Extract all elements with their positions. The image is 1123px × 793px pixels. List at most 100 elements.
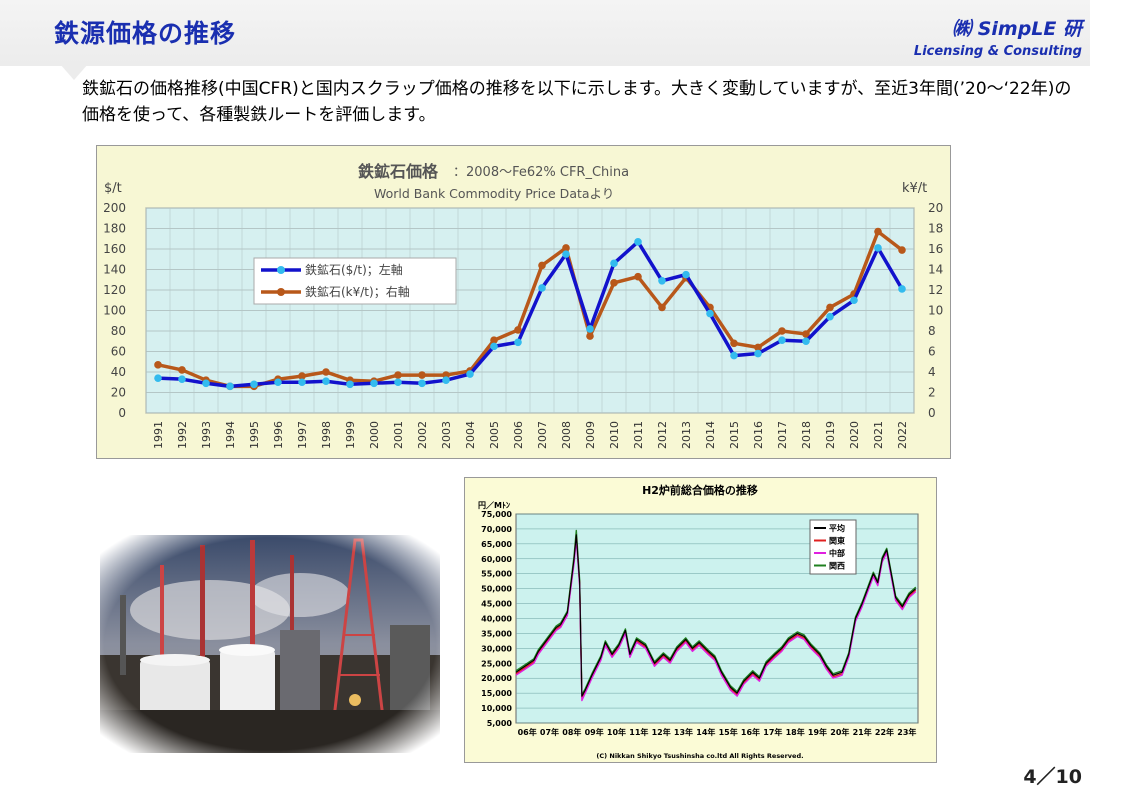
chart1-left-tick: 160: [103, 242, 126, 256]
chart1-x-tick: 2022: [896, 421, 909, 449]
header-band: [0, 0, 1090, 66]
chart1-x-tick: 1999: [344, 421, 357, 449]
point-kyen: [634, 272, 642, 281]
point-usd: [250, 380, 258, 389]
point-kyen: [874, 227, 882, 236]
chart1-right-tick: 4: [928, 365, 936, 379]
point-usd: [202, 379, 210, 388]
point-kyen: [538, 261, 546, 270]
point-usd: [658, 276, 666, 285]
point-kyen: [322, 368, 330, 376]
chart1-left-tick: 180: [103, 222, 126, 236]
point-kyen: [778, 327, 786, 335]
point-usd: [898, 285, 906, 293]
point-kyen: [730, 339, 738, 348]
point-usd: [490, 342, 498, 351]
chart1-x-tick: 2020: [848, 421, 861, 449]
chart1-right-axis-label: k¥/t: [902, 181, 927, 196]
chart1-left-tick: 100: [103, 304, 126, 318]
chart2-y-tick: 60,000: [481, 555, 512, 564]
chart1-legend-box: [253, 257, 457, 305]
point-kyen: [514, 326, 522, 334]
steel-plant-photo: [100, 535, 440, 753]
chart1-x-tick: 1991: [152, 421, 165, 449]
scrap-price-chart: H2炉前総合価格の推移 円／Mﾄﾝ 75,000 70,000 65,000 60,0…: [464, 477, 937, 763]
chart2-y-ticks: 75,000 70,000 65,000 60,000 55,000 50,000 45,0…: [481, 510, 512, 728]
point-kyen: [898, 246, 906, 254]
chart2-x-tick: 23年: [897, 727, 916, 737]
chart2-legend-label: 平均: [829, 523, 845, 533]
point-usd: [706, 309, 714, 318]
chart1-x-tick: 2001: [392, 421, 405, 449]
legend-marker-kyen: [277, 288, 285, 296]
legend-label-usd: 鉄鉱石($/t)；左軸: [305, 262, 403, 277]
point-usd: [730, 351, 738, 360]
chart1-left-tick: 60: [111, 345, 126, 359]
chart1-x-tick: 2013: [680, 421, 693, 449]
point-usd: [562, 250, 570, 258]
chart1-x-tick: 1994: [224, 421, 237, 449]
chart2-y-tick: 35,000: [481, 629, 512, 638]
chart1-x-tick: 1993: [200, 421, 213, 449]
point-usd: [634, 238, 642, 246]
point-usd: [418, 379, 426, 388]
chart2-y-tick: 75,000: [481, 510, 512, 519]
point-usd: [298, 378, 306, 387]
brand-subtitle: Licensing & Consulting: [913, 44, 1082, 59]
chart2-x-tick: 09年: [585, 727, 604, 737]
chart1-right-tick: 14: [928, 263, 943, 277]
chart2-x-tick: 06年: [518, 727, 537, 737]
point-usd: [370, 379, 378, 388]
chart2-footer: (C) Nikkan Shikyo Tsushinsha co.ltd All …: [596, 752, 803, 760]
chart2-y-tick: 20,000: [481, 674, 512, 683]
chart1-left-tick: 0: [118, 406, 126, 420]
chart1-right-tick: 2: [928, 386, 936, 400]
point-usd: [754, 349, 762, 358]
chart2-x-tick: 16年: [741, 727, 760, 737]
chart2-y-tick: 30,000: [481, 644, 512, 653]
chart1-left-axis-label: $/t: [104, 181, 122, 196]
chart1-left-tick: 120: [103, 283, 126, 297]
chart1-x-tick: 2003: [440, 421, 453, 449]
chart1-right-tick: 16: [928, 242, 943, 256]
point-kyen: [490, 336, 498, 345]
chart1-x-tick: 1995: [248, 421, 261, 449]
chart1-right-tick: 18: [928, 222, 943, 236]
legend-label-kyen: 鉄鉱石(k¥/t)；右軸: [305, 284, 410, 299]
chart2-x-tick: 11年: [629, 727, 648, 737]
chart2-x-tick: 07年: [540, 727, 559, 737]
point-kyen: [298, 372, 306, 380]
page-title: 鉄源価格の推移: [54, 19, 237, 48]
chart1-title-main: 鉄鉱石価格: [358, 162, 439, 181]
chart2-y-tick: 70,000: [481, 525, 512, 534]
chart1-right-tick: 6: [928, 345, 936, 359]
brand: ㈱ SimpLE 研 Licensing & Consulting: [914, 14, 1082, 59]
chart1-x-tick: 2000: [368, 421, 381, 449]
point-usd: [442, 376, 450, 384]
chart2-x-tick: 21年: [853, 727, 872, 737]
chart2-x-tick: 18年: [786, 727, 805, 737]
point-usd: [322, 377, 330, 386]
chart1-x-tick: 2004: [464, 421, 477, 449]
point-usd: [178, 375, 186, 383]
chart1-x-tick: 2011: [632, 421, 645, 449]
chart1-left-tick: 200: [103, 201, 126, 215]
chart1-x-tick: 1992: [176, 421, 189, 449]
point-kyen: [586, 332, 594, 340]
point-kyen: [658, 303, 666, 312]
chart2-legend-label: 中部: [829, 548, 845, 558]
chart2-series-line: [515, 534, 917, 697]
chart1-x-tick: 2002: [416, 421, 429, 449]
chart2-x-ticks: 06年 07年 08年 09年 10年 11年 12年 13年 14年 15年 16年 17年 18年 1…: [518, 727, 917, 737]
chart1-subtitle: World Bank Commodity Price Dataより: [374, 186, 614, 201]
chart1-x-tick: 1996: [272, 421, 285, 449]
point-usd: [538, 284, 546, 292]
point-kyen: [178, 366, 186, 374]
iron-ore-price-chart: 鉄鉱石価格 ：2008～Fe62% CFR_China World Bank C…: [96, 145, 951, 459]
chart2-y-tick: 65,000: [481, 540, 512, 549]
chart1-right-tick: 12: [928, 283, 943, 297]
point-usd: [274, 378, 282, 387]
